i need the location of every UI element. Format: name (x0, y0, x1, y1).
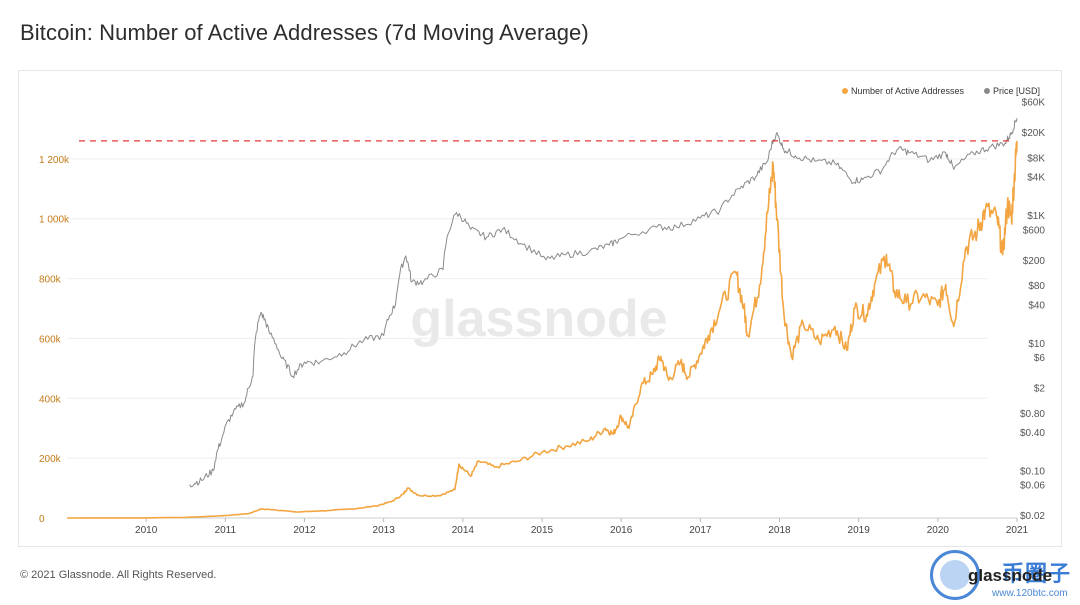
y-right-tick-label: $2 (1034, 383, 1046, 394)
y-left-tick-label: 400k (39, 394, 62, 405)
x-tick-label: 2010 (135, 525, 158, 536)
y-right-tick-label: $10 (1028, 339, 1045, 350)
legend-label-price: Price [USD] (993, 86, 1040, 96)
y-right-tick-label: $80 (1028, 281, 1045, 292)
y-right-tick-label: $600 (1023, 225, 1046, 236)
y-left-tick-label: 200k (39, 454, 62, 465)
chart-card: glassnode 0 200k 400k 600k 800k 1 000k 1 200k … (18, 70, 1062, 547)
y-right-tick-label: $40 (1028, 300, 1045, 311)
x-axis: 2010 2011 2012 2013 2014 2015 2016 2017 2018 2019… (67, 517, 1029, 536)
y-left-tick-label: 600k (39, 334, 62, 345)
y-left-tick-label: 1 000k (39, 215, 70, 226)
legend-label-addresses: Number of Active Addresses (851, 86, 965, 96)
y-right-tick-label: $8K (1027, 153, 1045, 164)
y-left-tick-label: 0 (39, 514, 45, 525)
x-tick-label: 2014 (452, 525, 475, 536)
glassnode-watermark: glassnode (410, 290, 667, 348)
legend: Number of Active Addresses Price [USD] (842, 86, 1040, 96)
x-tick-label: 2019 (848, 525, 871, 536)
x-tick-label: 2016 (610, 525, 633, 536)
y-right-tick-label: $6 (1034, 353, 1046, 364)
y-right-tick-label: $0.40 (1020, 428, 1045, 439)
y-right-tick-label: $0.80 (1020, 409, 1045, 420)
y-right-tick-label: $20K (1022, 128, 1046, 139)
site-badge-icon (930, 550, 980, 600)
y-right-tick-label: $0.10 (1020, 466, 1045, 477)
y-right-tick-label: $0.06 (1020, 481, 1045, 492)
glassnode-small-logo: glassnode (968, 566, 1053, 585)
site-name: 币圈子 (1002, 562, 1072, 587)
y-right-tick-label: $200 (1023, 256, 1046, 267)
x-tick-label: 2017 (689, 525, 712, 536)
x-tick-label: 2013 (373, 525, 396, 536)
gridlines (67, 158, 987, 519)
x-tick-label: 2018 (768, 525, 791, 536)
active-addresses-line (67, 140, 1018, 519)
legend-dot-price (984, 88, 990, 94)
y-left-tick-label: 800k (39, 275, 62, 286)
y-right-tick-label: $1K (1027, 211, 1045, 222)
y-left-tick-label: 1 200k (39, 155, 70, 166)
site-logo: 币圈子 www.120btc.com (930, 548, 1080, 605)
series-lines (67, 118, 1018, 519)
legend-dot-addresses (842, 88, 848, 94)
x-tick-label: 2012 (293, 525, 316, 536)
price-line (189, 118, 1018, 488)
chart-title: Bitcoin: Number of Active Addresses (7d … (20, 20, 589, 45)
copyright-footer: © 2021 Glassnode. All Rights Reserved. (20, 569, 217, 581)
y-right-tick-label: $4K (1027, 173, 1045, 184)
y-right-tick-label: $60K (1022, 98, 1046, 109)
x-tick-label: 2020 (927, 525, 950, 536)
x-tick-label: 2021 (1006, 525, 1029, 536)
x-tick-label: 2011 (215, 525, 237, 536)
y-right-tick-label: $0.02 (1020, 511, 1045, 522)
y-axis-right: $0.02 $0.06 $0.10 $0.40 $0.80 $2 $6 $10 $40 $80 $2… (1020, 98, 1045, 522)
site-url: www.120btc.com (992, 588, 1068, 599)
y-axis-left: 0 200k 400k 600k 800k 1 000k 1 200k (39, 155, 70, 525)
x-tick-label: 2015 (531, 525, 554, 536)
